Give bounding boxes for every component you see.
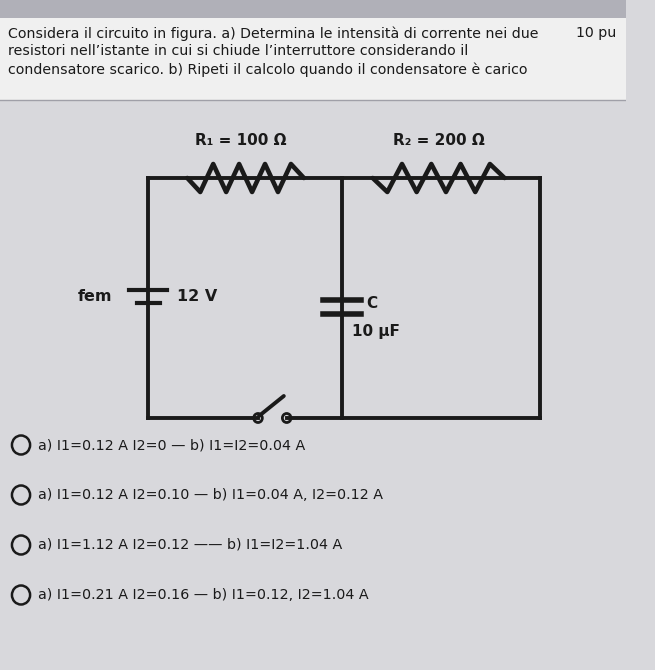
Text: a) I1=0.21 A I2=0.16 — b) I1=0.12, I2=1.04 A: a) I1=0.21 A I2=0.16 — b) I1=0.12, I2=1.… [38, 588, 369, 602]
Text: a) I1=1.12 A I2=0.12 —— b) I1=I2=1.04 A: a) I1=1.12 A I2=0.12 —— b) I1=I2=1.04 A [38, 538, 343, 552]
Bar [0, 0, 626, 18]
Text: fem: fem [77, 289, 112, 304]
Text: a) I1=0.12 A I2=0 — b) I1=I2=0.04 A: a) I1=0.12 A I2=0 — b) I1=I2=0.04 A [38, 438, 305, 452]
Text: a) I1=0.12 A I2=0.10 — b) I1=0.04 A, I2=0.12 A: a) I1=0.12 A I2=0.10 — b) I1=0.04 A, I2=… [38, 488, 383, 502]
Text: R₁ = 100 Ω: R₁ = 100 Ω [195, 133, 287, 148]
Bar [0, 18, 626, 100]
Text: condensatore scarico. b) Ripeti il calcolo quando il condensatore è carico: condensatore scarico. b) Ripeti il calco… [8, 62, 527, 76]
Text: C: C [366, 296, 377, 311]
Text: 10 μF: 10 μF [352, 324, 400, 339]
Text: Considera il circuito in figura. a) Determina le intensità di corrente nei due: Considera il circuito in figura. a) Dete… [8, 26, 538, 40]
Text: 10 pu: 10 pu [576, 26, 616, 40]
Text: resistori nell’istante in cui si chiude l’interruttore considerando il: resistori nell’istante in cui si chiude … [8, 44, 468, 58]
Text: R₂ = 200 Ω: R₂ = 200 Ω [393, 133, 485, 148]
Text: 12 V: 12 V [177, 289, 217, 304]
